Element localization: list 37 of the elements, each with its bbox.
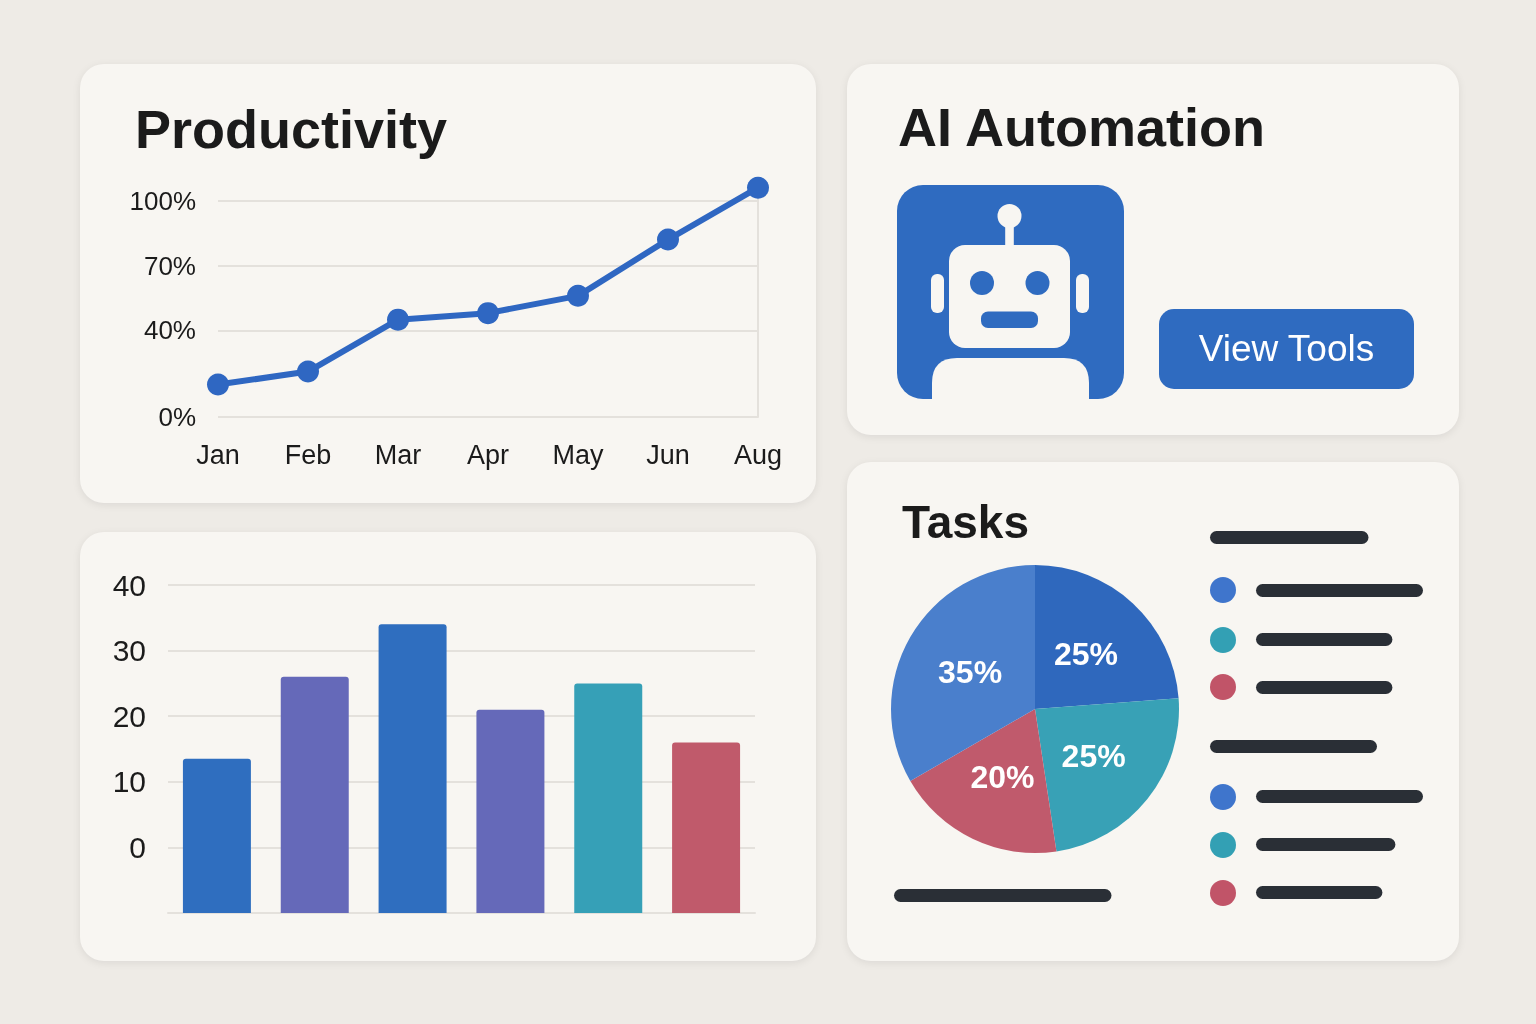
point: [657, 228, 679, 251]
y-tick-label: 40: [112, 568, 146, 602]
x-tick-label: Apr: [466, 439, 510, 470]
chart-title: Productivity: [135, 99, 448, 159]
data-label: 25%: [1053, 636, 1119, 673]
y-tick-label: 30: [112, 634, 146, 668]
x-tick-label: Aug: [733, 439, 783, 470]
bar: [182, 758, 251, 913]
text: AI Automation: [898, 97, 1265, 157]
y-tick-label: 20: [112, 699, 146, 733]
button[interactable]: View Tools: [1159, 309, 1414, 389]
x-tick-label: Jan: [196, 439, 240, 470]
point: [387, 308, 409, 331]
y-tick-label: 0%: [158, 402, 196, 432]
data-label: 25%: [1061, 737, 1126, 774]
x-tick-label: Mar: [374, 439, 422, 470]
y-tick-label: 100%: [129, 185, 196, 216]
data-label: 20%: [970, 758, 1035, 795]
point: [567, 284, 589, 307]
point: [207, 373, 229, 396]
point: [297, 360, 319, 383]
y-tick-label: 70%: [143, 250, 196, 281]
bar: [280, 676, 349, 913]
y-tick-label: 40%: [143, 315, 196, 346]
x-tick-label: Jun: [646, 439, 690, 470]
bar: [476, 709, 545, 913]
bar: [574, 683, 643, 913]
y-tick-label: 10: [112, 765, 146, 799]
bar: [378, 624, 447, 913]
x-tick-label: Feb: [284, 439, 332, 470]
data-label: 35%: [938, 653, 1003, 690]
chart-title: Tasks: [902, 496, 1030, 548]
point: [477, 302, 499, 325]
point: [747, 176, 769, 199]
bar: [672, 742, 741, 913]
x-tick-label: May: [552, 439, 604, 470]
y-tick-label: 0: [129, 830, 146, 864]
